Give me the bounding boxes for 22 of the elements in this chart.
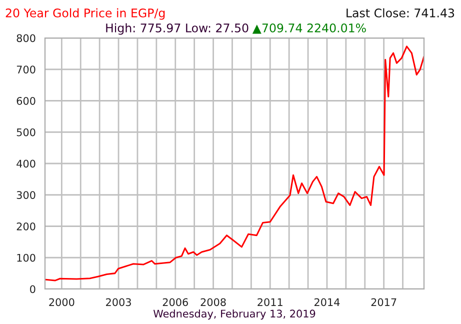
- x-tick-label: 2000: [49, 298, 74, 306]
- x-tick-label: 2017: [371, 298, 396, 306]
- y-tick-label: 800: [16, 34, 36, 42]
- y-tick-label: 500: [16, 128, 36, 136]
- x-tick-label: 2014: [314, 298, 340, 306]
- chart-title: 20 Year Gold Price in EGP/g: [6, 8, 165, 20]
- x-tick-label: 2011: [258, 298, 282, 306]
- y-tick-label: 0: [30, 285, 36, 294]
- text: ▲709.74 2240.01%: [252, 23, 366, 34]
- y-tick-label: 700: [16, 66, 36, 74]
- y-tick-label: 400: [16, 160, 36, 168]
- x-tick-label: 2008: [200, 298, 226, 306]
- x-tick-label: 2006: [162, 298, 188, 306]
- y-tick-label: 100: [17, 254, 36, 262]
- chart-subtitle: High: 775.97 Low: 27.50: [106, 23, 248, 35]
- y-tick-label: 600: [16, 96, 36, 105]
- y-tick-label: 300: [16, 191, 36, 199]
- x-tick-label: 2003: [106, 298, 131, 306]
- line-series: [45, 46, 424, 282]
- x-axis-title: Wednesday, February 13, 2019: [153, 310, 316, 320]
- text: Last Close: 741.43: [346, 8, 454, 18]
- y-tick-label: 200: [16, 222, 36, 230]
